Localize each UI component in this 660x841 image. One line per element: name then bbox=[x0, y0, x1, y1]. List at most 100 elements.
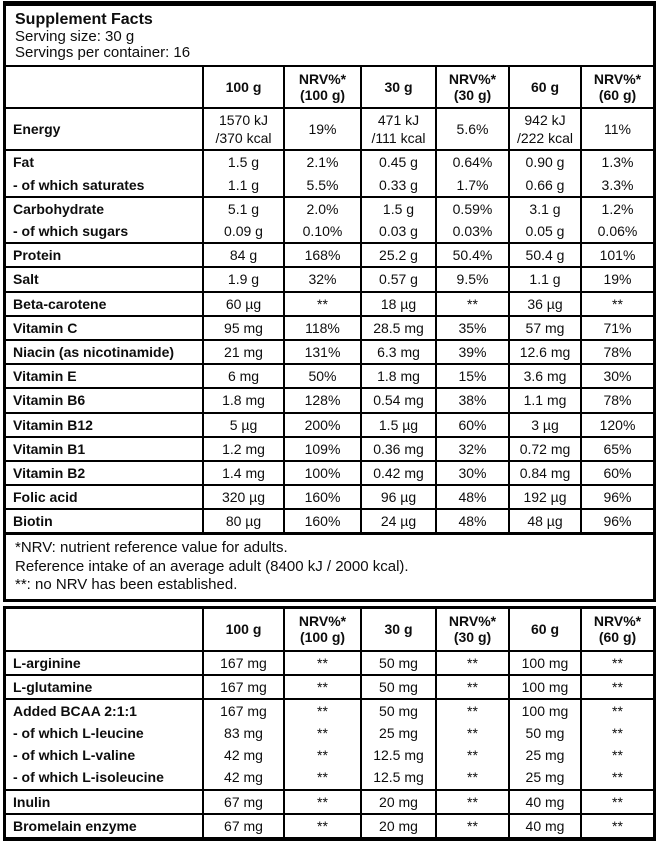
nutrient-value: 5.6% bbox=[435, 108, 509, 151]
nutrient-value: 0.45 g bbox=[360, 150, 436, 174]
nutrient-value: 131% bbox=[283, 339, 361, 365]
nutrient-row: Protein 84 g 168% 25.2 g 50.4% 50.4 g 101% bbox=[6, 243, 653, 268]
nutrient-row: Vitamin B6 1.8 mg 128% 0.54 mg 38% 1.1 mg 78% bbox=[6, 388, 653, 413]
nutrient-value: ** bbox=[283, 698, 361, 723]
nutrient-value: ** bbox=[283, 744, 361, 767]
nutrient-name: Salt bbox=[13, 271, 39, 288]
column-header-30g: 30 g bbox=[360, 66, 436, 109]
nutrient-value: 3.3% bbox=[580, 173, 653, 197]
nutrient-value: ** bbox=[580, 766, 653, 790]
nutrient-value: 1.1 mg bbox=[508, 388, 581, 413]
nutrient-row: Added BCAA 2:1:1 167 mg ** 50 mg ** 100 mg ** bbox=[6, 698, 653, 723]
nutrient-name: Vitamin B12 bbox=[13, 416, 93, 433]
servings-per-container: Servings per container: 16 bbox=[15, 44, 191, 62]
nutrient-value: 320 µg bbox=[202, 485, 284, 510]
nutrient-row: Vitamin E 6 mg 50% 1.8 mg 15% 3.6 mg 30% bbox=[6, 364, 653, 389]
facts-title: Supplement Facts bbox=[15, 11, 153, 28]
serving-size: Serving size: 30 g bbox=[15, 27, 135, 45]
column-header-nrv-30g: NRV%* (30 g) bbox=[435, 609, 509, 651]
nutrient-value: 1.4 mg bbox=[202, 460, 284, 486]
nutrient-name: Vitamin B2 bbox=[13, 464, 86, 481]
nutrient-value: ** bbox=[283, 766, 361, 790]
nutrient-value: 200% bbox=[283, 412, 361, 437]
nutrient-value: 1.5 µg bbox=[360, 412, 436, 437]
nutrient-value: 0.64% bbox=[435, 150, 509, 174]
nutrient-value: 78% bbox=[580, 388, 653, 413]
nutrient-value: ** bbox=[283, 650, 361, 675]
nutrient-value: ** bbox=[580, 291, 653, 316]
nutrient-value: 48% bbox=[435, 485, 509, 510]
nutrient-row: - of which L-isoleucine 42 mg ** 12.5 mg ** 2… bbox=[6, 766, 653, 790]
nutrient-value: 101% bbox=[580, 243, 653, 268]
nutrient-value: 0.09 g bbox=[202, 220, 284, 244]
nutrient-value: 50 mg bbox=[360, 698, 436, 723]
nutrient-value: 160% bbox=[283, 509, 361, 533]
nutrient-value: 24 µg bbox=[360, 509, 436, 533]
nutrient-value: 19% bbox=[283, 108, 361, 151]
nutrient-value: 0.90 g bbox=[508, 150, 581, 174]
nutrient-row: Inulin 67 mg ** 20 mg ** 40 mg ** bbox=[6, 789, 653, 814]
nutrient-value: 167 mg bbox=[202, 650, 284, 675]
nutrient-value: 48 µg bbox=[508, 509, 581, 533]
nutrient-row: Vitamin C 95 mg 118% 28.5 mg 35% 57 mg 71% bbox=[6, 315, 653, 340]
nutrient-row: Bromelain enzyme 67 mg ** 20 mg ** 40 mg ** bbox=[6, 813, 653, 838]
nutrition-table: 100 g NRV%* (100 g) 30 g NRV%* (30 g) 60… bbox=[6, 66, 653, 533]
nutrient-value: ** bbox=[580, 813, 653, 838]
nutrient-row: Carbohydrate 5.1 g 2.0% 1.5 g 0.59% 3.1 g 1.2% bbox=[6, 196, 653, 221]
nutrient-value: 20 mg bbox=[360, 789, 436, 814]
nutrient-value: 21 mg bbox=[202, 339, 284, 365]
nutrient-value: 32% bbox=[435, 436, 509, 461]
nutrient-value: 35% bbox=[435, 315, 509, 340]
nutrient-value: 60 µg bbox=[202, 291, 284, 316]
footnote-reference-intake: Reference intake of an average adult (84… bbox=[15, 557, 409, 575]
nutrient-value: ** bbox=[580, 650, 653, 675]
nutrient-value: ** bbox=[435, 813, 509, 838]
nutrient-value: 36 µg bbox=[508, 291, 581, 316]
footnotes: *NRV: nutrient reference value for adult… bbox=[6, 532, 653, 599]
nutrient-row: Energy 1570 kJ /370 kcal 19% 471 kJ /111 kc… bbox=[6, 108, 653, 151]
nutrient-value: 19% bbox=[580, 267, 653, 292]
nutrient-value: 25 mg bbox=[360, 722, 436, 745]
nutrient-name: - of which L-leucine bbox=[13, 725, 144, 742]
nutrient-value: 95 mg bbox=[202, 315, 284, 340]
nutrient-value: 6.3 mg bbox=[360, 339, 436, 365]
column-header-empty bbox=[6, 609, 203, 650]
nutrient-value: 3.1 g bbox=[508, 196, 581, 221]
nutrient-name: Biotin bbox=[13, 513, 53, 530]
nutrient-value: 80 µg bbox=[202, 509, 284, 533]
nutrient-value: ** bbox=[580, 722, 653, 745]
column-header-empty bbox=[6, 67, 203, 108]
nutrient-value: ** bbox=[435, 744, 509, 767]
supplement-facts-label: Supplement Facts Serving size: 30 g Serv… bbox=[3, 1, 656, 841]
nutrient-value: 71% bbox=[580, 315, 653, 340]
nutrient-value: 15% bbox=[435, 364, 509, 389]
nutrient-value: 0.72 mg bbox=[508, 436, 581, 461]
nutrient-value: 20 mg bbox=[360, 813, 436, 838]
column-header-row: 100 g NRV%* (100 g) 30 g NRV%* (30 g) 60… bbox=[6, 609, 653, 651]
nutrient-value: 0.06% bbox=[580, 220, 653, 244]
nutrient-value: 40 mg bbox=[508, 813, 581, 838]
nutrient-value: 11% bbox=[580, 108, 653, 151]
nutrient-value: 942 kJ /222 kcal bbox=[508, 108, 581, 151]
nutrient-value: ** bbox=[283, 674, 361, 699]
nutrient-value: 0.05 g bbox=[508, 220, 581, 244]
nutrient-row: Vitamin B12 5 µg 200% 1.5 µg 60% 3 µg 120% bbox=[6, 412, 653, 437]
nutrient-value: ** bbox=[283, 789, 361, 814]
nutrient-value: 50.4 g bbox=[508, 243, 581, 268]
nutrient-value: 109% bbox=[283, 436, 361, 461]
amino-table: 100 g NRV%* (100 g) 30 g NRV%* (30 g) 60… bbox=[6, 609, 653, 838]
nutrient-value: 168% bbox=[283, 243, 361, 268]
nutrient-name: Added BCAA 2:1:1 bbox=[13, 702, 137, 719]
column-header-60g: 60 g bbox=[508, 66, 581, 109]
nutrient-value: 96% bbox=[580, 509, 653, 533]
nutrient-value: 0.03 g bbox=[360, 220, 436, 244]
nutrient-row: Biotin 80 µg 160% 24 µg 48% 48 µg 96% bbox=[6, 509, 653, 533]
nutrient-name: Protein bbox=[13, 247, 62, 264]
nutrient-value: 40 mg bbox=[508, 789, 581, 814]
nutrient-value: 2.0% bbox=[283, 196, 361, 221]
nutrient-value: 0.36 mg bbox=[360, 436, 436, 461]
nutrient-value: 100 mg bbox=[508, 650, 581, 675]
nutrient-name: Bromelain enzyme bbox=[13, 817, 137, 834]
nutrient-row: L-glutamine 167 mg ** 50 mg ** 100 mg ** bbox=[6, 674, 653, 699]
nutrient-value: 67 mg bbox=[202, 813, 284, 838]
